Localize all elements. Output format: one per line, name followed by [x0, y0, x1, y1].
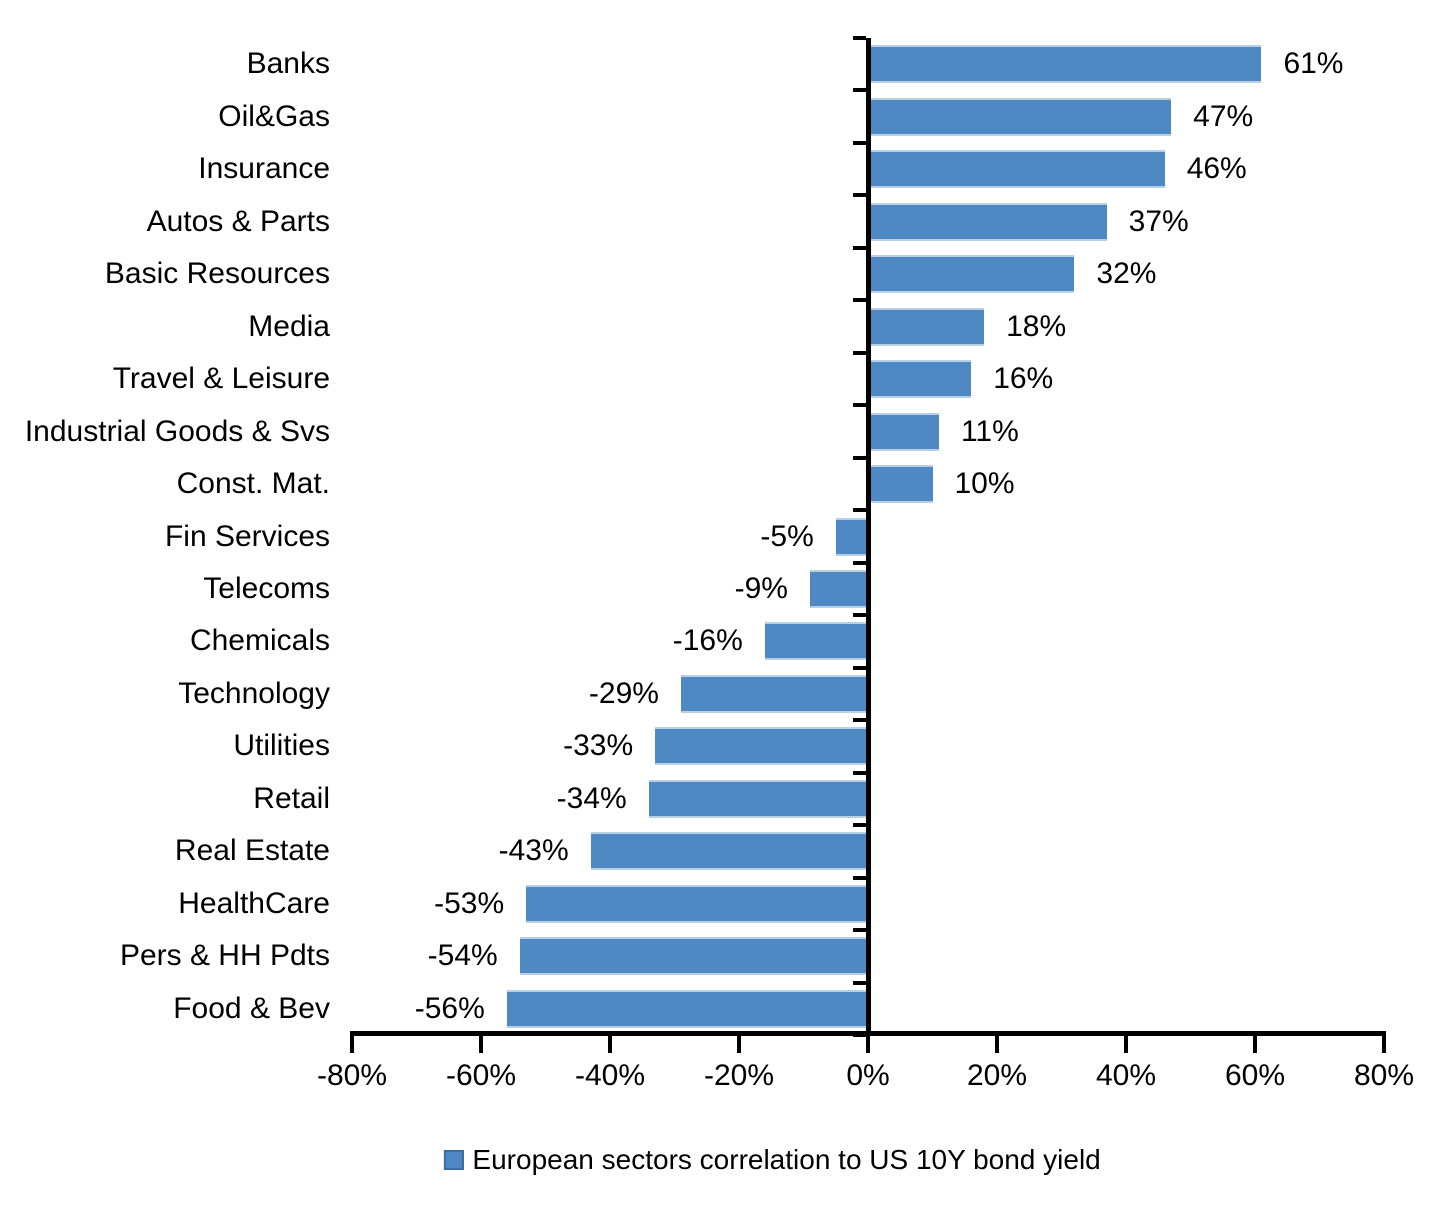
value-label: 46%	[1186, 152, 1247, 186]
value-label: -43%	[498, 834, 569, 868]
bar	[835, 517, 868, 556]
value-label: -33%	[563, 729, 634, 763]
value-label: -34%	[556, 781, 627, 815]
value-label: -53%	[434, 886, 505, 920]
category-tick	[852, 875, 866, 880]
category-tick	[852, 298, 866, 303]
value-label: -5%	[760, 519, 814, 553]
zero-axis-line	[865, 38, 871, 1035]
value-label: -29%	[588, 676, 659, 710]
x-tick-label: 60%	[1224, 1059, 1286, 1092]
category-label: Retail	[253, 781, 330, 815]
value-label: -16%	[672, 624, 743, 658]
category-label: Basic Resources	[104, 257, 330, 291]
category-tick	[852, 193, 866, 198]
value-label: -9%	[734, 571, 788, 605]
x-tick-label: 40%	[1095, 1059, 1157, 1092]
category-tick	[852, 665, 866, 670]
category-tick	[852, 770, 866, 775]
value-label: -56%	[414, 991, 485, 1025]
category-label: Autos & Parts	[146, 204, 330, 238]
legend-swatch-icon	[443, 1150, 464, 1170]
bar	[764, 622, 868, 661]
bar	[655, 727, 868, 766]
x-axis-tick	[350, 1031, 354, 1053]
bar	[868, 412, 939, 451]
category-label: Banks	[246, 47, 330, 81]
category-tick	[852, 140, 866, 145]
legend: European sectors correlation to US 10Y b…	[443, 1144, 1101, 1176]
category-tick	[852, 88, 866, 93]
category-tick	[852, 613, 866, 618]
category-label: Fin Services	[164, 519, 330, 553]
x-tick-label: -80%	[316, 1059, 388, 1092]
x-tick-label: -40%	[574, 1059, 646, 1092]
category-label: Technology	[178, 676, 330, 710]
x-axis-tick	[608, 1031, 612, 1053]
x-tick-label: 20%	[966, 1059, 1028, 1092]
category-tick	[852, 718, 866, 723]
bar	[526, 884, 868, 923]
x-axis-tick	[737, 1031, 741, 1053]
x-tick-label: -60%	[445, 1059, 517, 1092]
value-label: 61%	[1283, 47, 1344, 81]
bar	[868, 307, 985, 346]
category-tick	[852, 403, 866, 408]
category-tick	[852, 928, 866, 933]
category-tick	[852, 455, 866, 460]
value-label: 32%	[1096, 257, 1157, 291]
category-label: Telecoms	[203, 571, 330, 605]
value-label: 18%	[1006, 309, 1067, 343]
x-axis-tick	[1253, 1031, 1257, 1053]
value-label: 11%	[960, 414, 1019, 448]
category-label: Pers & HH Pdts	[119, 939, 330, 973]
category-label: Insurance	[198, 152, 330, 186]
x-tick-label: 0%	[846, 1059, 890, 1092]
bar	[648, 779, 868, 818]
value-label: 37%	[1128, 204, 1189, 238]
bar	[868, 202, 1107, 241]
category-label: Utilities	[233, 729, 330, 763]
category-label: Travel & Leisure	[112, 362, 330, 396]
bar	[868, 45, 1262, 84]
legend-label: European sectors correlation to US 10Y b…	[472, 1144, 1101, 1175]
value-label: 47%	[1193, 99, 1254, 133]
category-label: Food & Bev	[173, 991, 330, 1025]
category-label: Real Estate	[174, 834, 330, 868]
value-label: 16%	[993, 362, 1054, 396]
bar	[868, 150, 1165, 189]
category-tick	[852, 245, 866, 250]
category-tick	[852, 36, 866, 40]
x-axis-tick	[866, 1031, 870, 1053]
category-tick	[852, 980, 866, 985]
x-axis-tick	[1382, 1031, 1386, 1053]
category-tick	[852, 350, 866, 355]
category-tick	[852, 823, 866, 828]
x-axis-tick	[995, 1031, 999, 1053]
category-tick	[852, 560, 866, 565]
category-label: HealthCare	[178, 886, 330, 920]
category-label: Industrial Goods & Svs	[24, 414, 330, 448]
bar	[506, 989, 868, 1028]
bar	[868, 255, 1075, 294]
category-label: Chemicals	[189, 624, 330, 658]
bar	[868, 360, 972, 399]
category-tick	[852, 508, 866, 513]
bar	[809, 569, 868, 608]
category-label: Media	[248, 309, 330, 343]
bar	[590, 832, 868, 871]
value-label: 10%	[954, 467, 1015, 501]
value-label: -54%	[427, 939, 498, 973]
x-tick-label: 80%	[1353, 1059, 1415, 1092]
bar	[868, 97, 1172, 136]
x-axis-tick	[1124, 1031, 1128, 1053]
category-label: Oil&Gas	[218, 99, 330, 133]
bar	[519, 937, 868, 976]
bar	[680, 674, 868, 713]
bar	[868, 465, 933, 504]
category-label: Const. Mat.	[176, 467, 330, 501]
x-tick-label: -20%	[703, 1059, 775, 1092]
x-axis-tick	[479, 1031, 483, 1053]
